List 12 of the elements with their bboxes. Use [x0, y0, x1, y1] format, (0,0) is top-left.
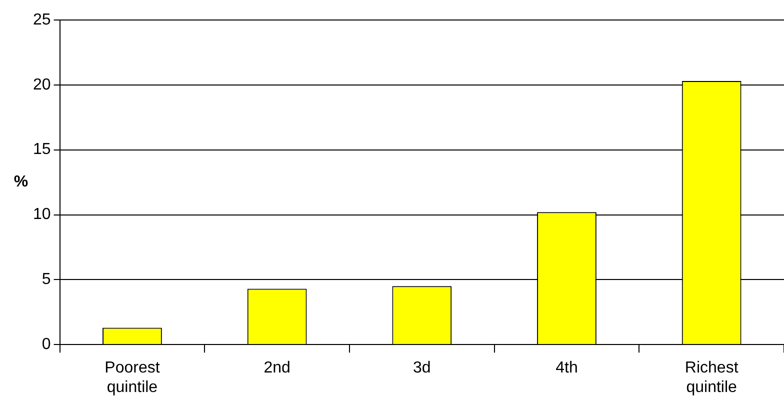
x-tick-label: 4th: [556, 360, 578, 377]
y-axis-title: %: [14, 174, 28, 191]
y-tick-label: 20: [33, 76, 51, 94]
y-tick-label: 25: [33, 11, 51, 28]
x-tick-label: Poorest quintile: [104, 360, 160, 396]
y-tick-label: 10: [33, 206, 51, 224]
y-tick-label: 0: [42, 336, 51, 354]
y-tick-label: 5: [42, 271, 51, 288]
y-tick-label: 15: [33, 141, 51, 158]
x-tick-label: 3d: [413, 360, 431, 377]
x-tick-label: Richest quintile: [684, 360, 739, 396]
x-tick-label: 2nd: [264, 360, 290, 377]
